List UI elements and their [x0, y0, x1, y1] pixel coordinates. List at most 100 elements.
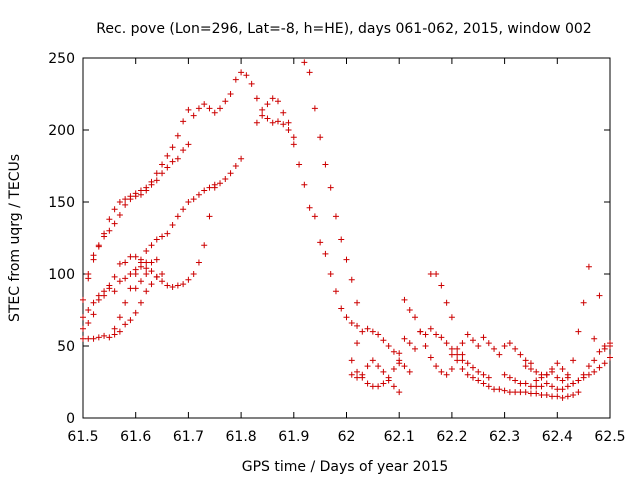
data-point-arc-e: [285, 127, 292, 133]
data-point-arc-e: [206, 105, 213, 112]
data-point-arc-e: [274, 118, 281, 125]
data-point-arc-r: [591, 368, 598, 375]
data-point-arc-t: [533, 377, 540, 384]
data-point-arc-a: [137, 299, 144, 306]
data-point-arc-e: [238, 69, 245, 76]
y-tick-label: 150: [48, 195, 75, 211]
data-point-arc-a: [132, 309, 139, 316]
data-point-arc-r: [501, 371, 508, 378]
data-point-arc-s: [570, 357, 577, 364]
x-tick-label: 62: [338, 429, 356, 445]
data-point-arc-a: [95, 334, 102, 341]
data-point-arc-b: [111, 273, 118, 280]
data-point-arc-e: [248, 80, 255, 87]
data-point-arc-h: [327, 271, 334, 277]
data-point-arc-p: [480, 334, 487, 341]
data-point-arc-g: [201, 242, 208, 249]
data-point-arc-l: [390, 383, 397, 390]
data-point-arc-p: [517, 351, 524, 358]
data-point-arc-b: [80, 325, 86, 332]
data-point-arc-e: [143, 184, 150, 191]
data-point-arc-g: [169, 283, 176, 290]
data-point-arc-e: [132, 190, 139, 197]
data-point-arc-p: [506, 340, 513, 347]
data-point-arc-t: [575, 377, 582, 384]
data-point-arc-n: [412, 314, 419, 321]
x-tick-label: 61.6: [120, 429, 151, 445]
data-point-arc-q: [459, 366, 466, 373]
data-point-arc-i: [311, 105, 318, 112]
data-point-arc-p: [527, 360, 534, 367]
data-point-arc-a: [127, 317, 134, 324]
data-point-arc-a: [116, 328, 123, 335]
data-point-arc-q: [496, 386, 503, 393]
data-point-arc-o: [475, 368, 482, 375]
data-point-arc-k: [396, 360, 403, 367]
data-point-arc-p: [512, 345, 519, 352]
data-point-arc-c: [116, 278, 123, 285]
data-point-arc-r: [512, 377, 519, 384]
data-point-arc-n: [459, 351, 466, 358]
data-point-arc-a: [111, 331, 118, 338]
data-point-arc-t: [601, 343, 608, 349]
data-point-arc-n: [417, 328, 424, 335]
data-point-arc-e: [232, 76, 239, 83]
data-point-arc-q: [491, 386, 498, 393]
data-point-arc-h: [322, 250, 329, 257]
axis-ticks: 61.5 61.6 61.7 61.8 61.9 62 62.1 62.2 62.3 62.4 62…: [48, 51, 625, 445]
y-tick-label: 0: [66, 411, 75, 427]
data-point-arc-t: [607, 340, 613, 347]
data-point-arc-d: [185, 141, 192, 148]
data-point-arc-s: [527, 366, 534, 373]
data-point-arc-t: [549, 366, 556, 373]
data-point-arc-b: [122, 259, 129, 266]
data-point-arc-q: [506, 389, 513, 396]
data-point-arc-o: [427, 325, 434, 332]
data-point-arc-r: [601, 360, 608, 367]
data-point-arc-e: [217, 105, 224, 112]
data-point-arc-f: [190, 196, 197, 203]
data-point-arc-k: [390, 366, 397, 373]
data-point-arc-o: [485, 374, 492, 381]
data-point-arc-a: [101, 332, 108, 339]
data-point-arc-n: [443, 371, 450, 378]
data-point-arc-n: [422, 343, 429, 349]
data-point-arc-d: [116, 211, 123, 218]
data-point-arc-i: [317, 134, 324, 141]
data-point-arc-b: [127, 253, 134, 260]
x-tick-label: 61.7: [173, 429, 204, 445]
data-point-arc-e: [243, 72, 250, 79]
data-point-arc-e: [85, 275, 92, 282]
data-point-arc-q: [538, 391, 545, 398]
data-point-arc-e: [290, 134, 297, 141]
data-point-arc-q: [533, 390, 540, 397]
data-point-arc-j: [401, 363, 408, 370]
data-point-arc-f: [153, 236, 160, 243]
x-tick-label: 61.8: [226, 429, 257, 445]
data-point-arc-e: [259, 106, 266, 113]
data-point-arc-f: [227, 170, 234, 177]
data-point-arc-g: [185, 276, 192, 283]
data-point-arc-j: [406, 368, 413, 375]
data-point-arc-r: [522, 380, 529, 387]
data-point-arc-k: [364, 380, 371, 387]
data-point-arc-e: [185, 106, 192, 113]
data-point-arc-r: [585, 371, 592, 378]
data-point-arc-d: [174, 155, 181, 162]
data-point-arc-f: [132, 271, 139, 277]
data-point-arc-r: [517, 380, 524, 387]
data-point-arc-r: [607, 354, 613, 361]
data-point-arc-p: [475, 343, 482, 349]
data-point-arc-s: [522, 363, 529, 370]
data-point-arc-a: [159, 271, 166, 277]
data-point-arc-s: [575, 328, 582, 335]
data-point-arc-k: [354, 368, 361, 375]
data-point-arc-f: [174, 213, 181, 220]
data-point-arc-h: [259, 112, 266, 119]
data-point-arc-m: [401, 335, 408, 342]
data-point-arc-l: [375, 363, 382, 370]
data-point-arc-t: [554, 360, 561, 367]
data-point-arc-e: [253, 95, 260, 102]
data-point-arc-r: [554, 386, 561, 393]
data-point-arc-o: [448, 345, 455, 352]
